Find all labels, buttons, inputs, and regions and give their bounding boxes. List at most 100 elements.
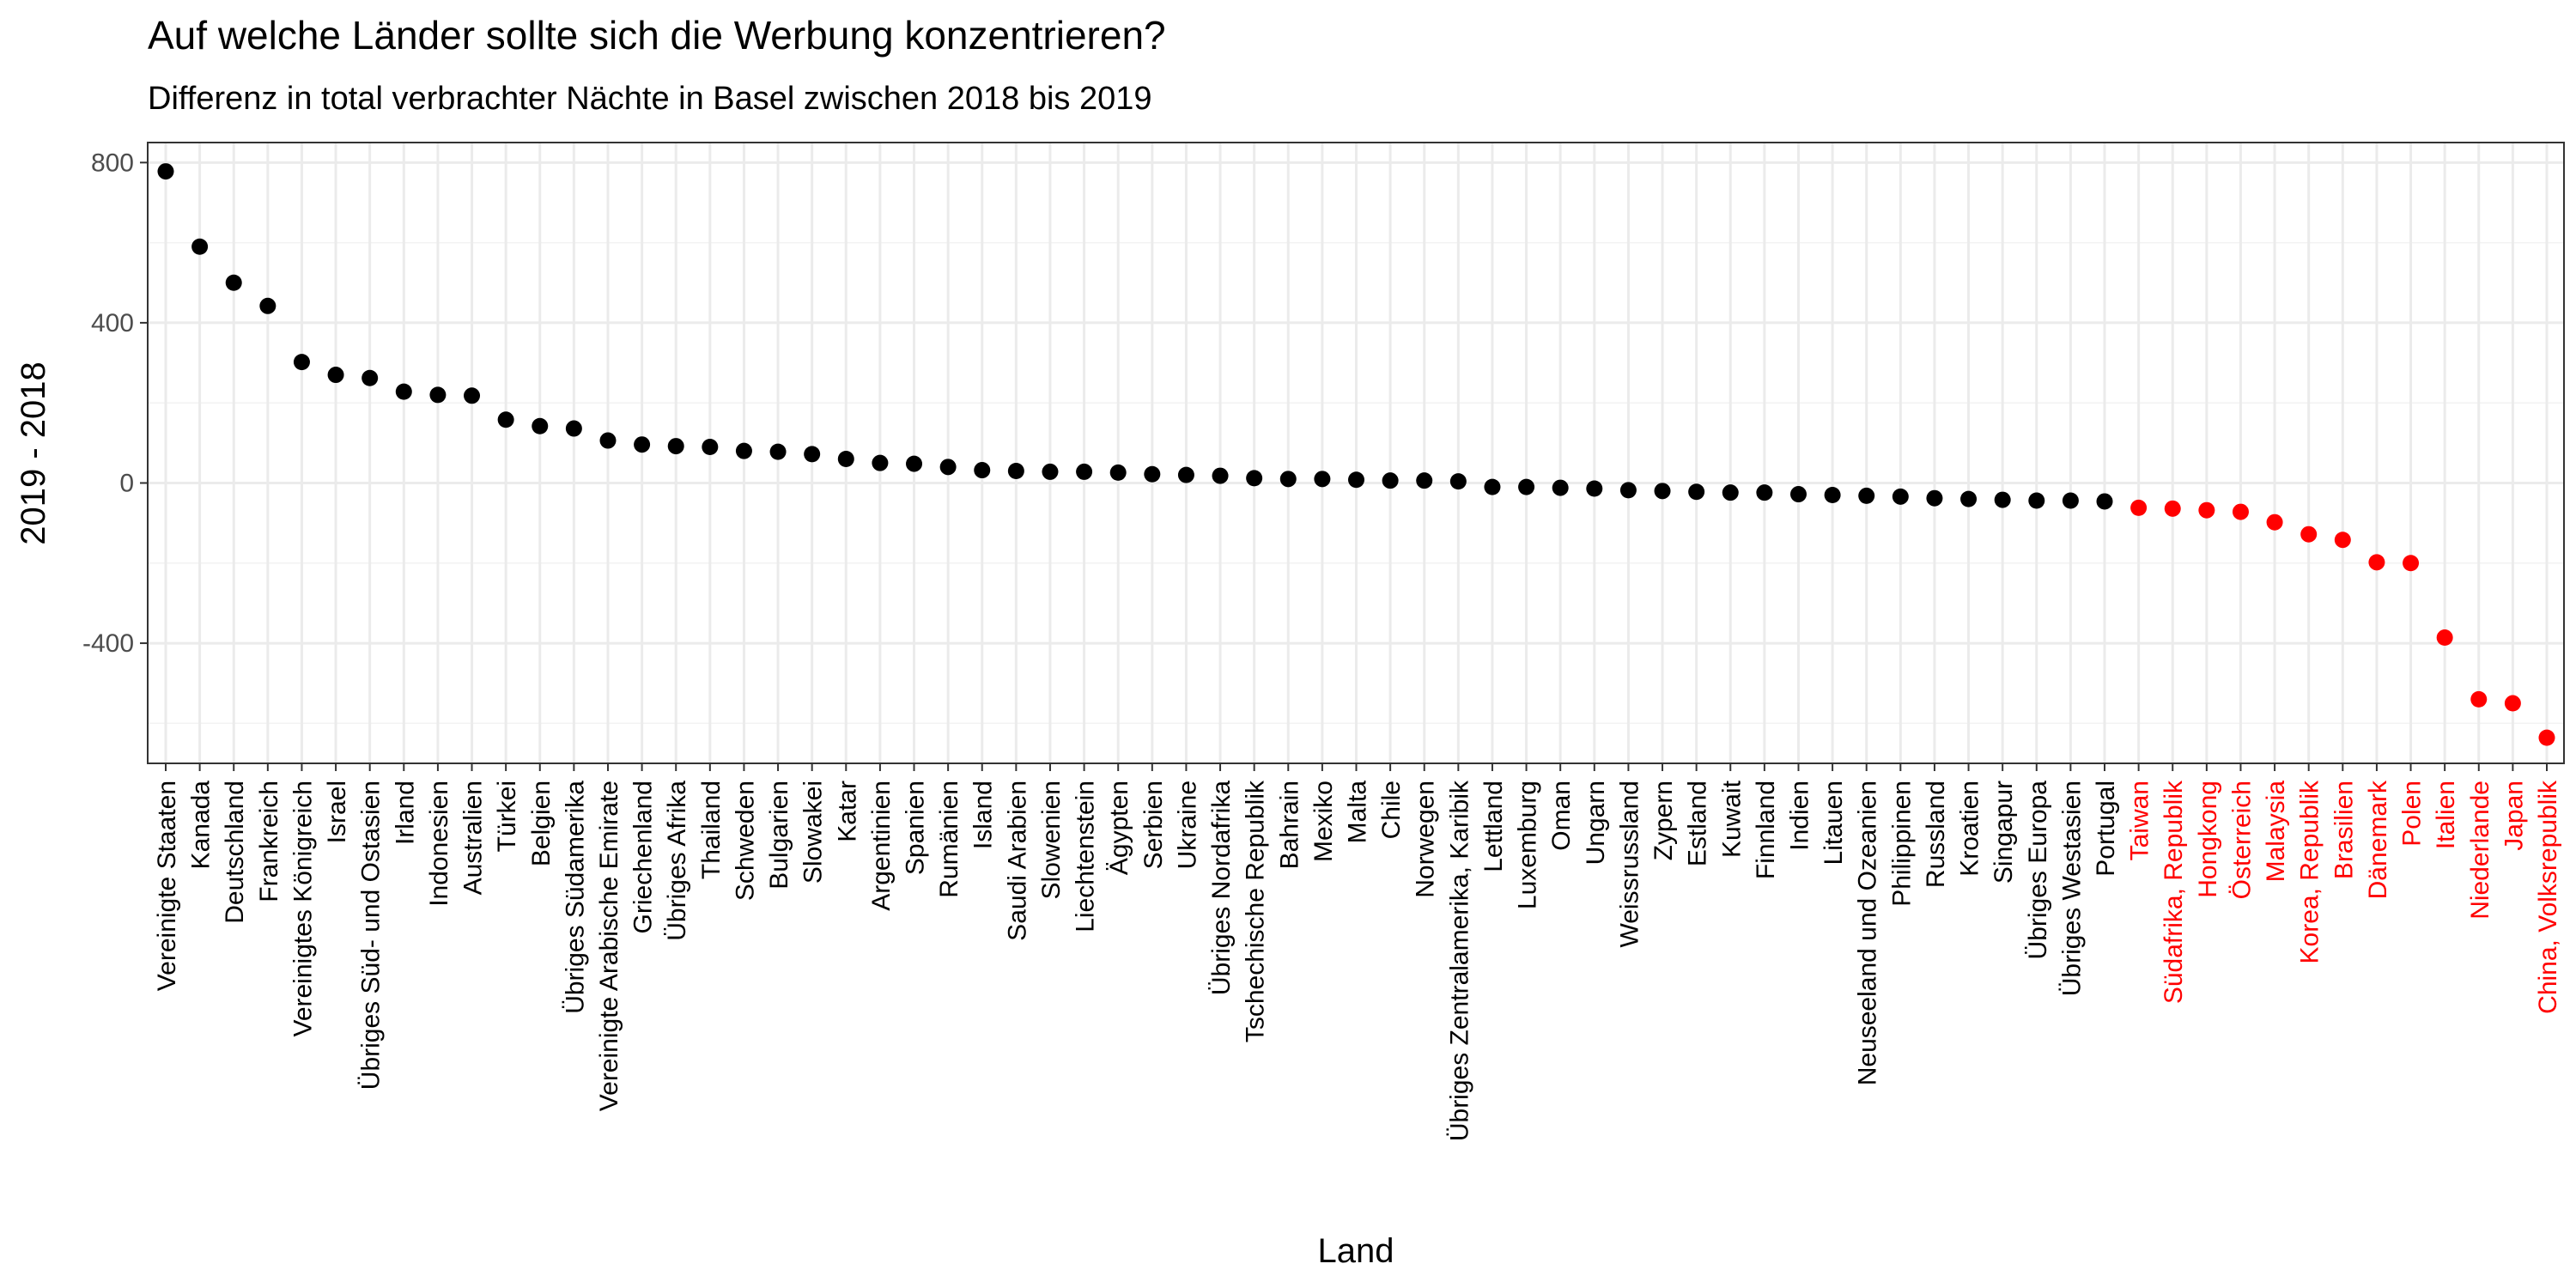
data-point bbox=[191, 238, 209, 255]
x-tick-label: Russland bbox=[1922, 781, 1950, 888]
x-tick-label: Übriges Südamerika bbox=[561, 781, 589, 1014]
x-tick-label: Taiwan bbox=[2126, 781, 2154, 860]
x-tick-label: Neuseeland und Ozeanien bbox=[1854, 781, 1882, 1085]
x-tick-label: Übriges Zentralamerika, Karibik bbox=[1445, 780, 1473, 1141]
x-tick-label: Argentinien bbox=[867, 781, 896, 911]
data-point bbox=[259, 297, 276, 314]
data-point bbox=[735, 442, 752, 459]
data-point bbox=[1756, 484, 1773, 501]
data-point bbox=[1518, 478, 1535, 495]
data-point bbox=[565, 420, 582, 437]
data-point bbox=[1382, 472, 1399, 489]
x-tick-label: Indonesien bbox=[425, 781, 453, 907]
data-point bbox=[497, 411, 514, 428]
x-tick-label: Oman bbox=[1547, 781, 1576, 851]
data-point bbox=[1314, 471, 1331, 488]
data-point bbox=[429, 386, 447, 404]
x-tick-label: Korea, Republik bbox=[2296, 780, 2324, 963]
data-point-highlight bbox=[2198, 501, 2215, 519]
data-point bbox=[1926, 489, 1943, 507]
x-tick-label: Frankreich bbox=[255, 781, 283, 902]
data-point bbox=[157, 163, 174, 180]
x-tick-label: Israel bbox=[323, 781, 351, 843]
data-point bbox=[2028, 492, 2045, 509]
x-tick-label: Katar bbox=[833, 781, 861, 842]
data-point-highlight bbox=[2504, 695, 2521, 712]
data-point-highlight bbox=[2300, 526, 2318, 543]
x-tick-label: Vereinigte Arabische Emirate bbox=[595, 781, 623, 1111]
data-point-highlight bbox=[2130, 499, 2148, 516]
data-point bbox=[1007, 462, 1024, 479]
x-tick-label: Vereinigtes Königreich bbox=[289, 781, 317, 1037]
x-tick-label: Japan bbox=[2500, 781, 2528, 851]
chart-title: Auf welche Länder sollte sich die Werbun… bbox=[148, 13, 1166, 58]
data-point bbox=[1824, 486, 1841, 503]
data-point bbox=[1619, 482, 1637, 499]
data-point bbox=[1789, 486, 1807, 503]
data-point bbox=[1416, 472, 1433, 489]
data-point bbox=[1552, 479, 1569, 496]
y-tick-label: 0 bbox=[119, 469, 134, 497]
x-tick-label: Spanien bbox=[902, 781, 930, 875]
data-point bbox=[1484, 478, 1501, 495]
data-point bbox=[1994, 491, 2011, 508]
data-point bbox=[293, 354, 310, 371]
data-point bbox=[1076, 463, 1093, 480]
data-point bbox=[1960, 490, 1978, 507]
data-point bbox=[1654, 483, 1671, 500]
data-point bbox=[599, 432, 617, 449]
data-point bbox=[1212, 467, 1229, 484]
data-point bbox=[804, 446, 821, 463]
x-tick-label: Ukraine bbox=[1173, 781, 1201, 869]
x-tick-label: Polen bbox=[2398, 781, 2427, 847]
x-tick-label: Malaysia bbox=[2262, 781, 2290, 883]
x-axis-ticks: Vereinigte Staaten Kanada Deutschland Frank… bbox=[153, 763, 2562, 1141]
data-point-highlight bbox=[2266, 513, 2283, 531]
data-point bbox=[1279, 471, 1297, 488]
x-tick-label: Saudi Arabien bbox=[1003, 781, 1031, 941]
x-tick-label: Chile bbox=[1377, 781, 1406, 839]
x-tick-label: Australien bbox=[459, 781, 488, 895]
x-tick-label: Rumänien bbox=[935, 781, 963, 898]
x-tick-label: Irland bbox=[391, 781, 419, 845]
data-point-highlight bbox=[2538, 729, 2555, 746]
x-tick-label: China, Volksrepublik bbox=[2534, 780, 2562, 1014]
x-tick-label: Singapur bbox=[1990, 781, 2018, 884]
data-point-highlight bbox=[2334, 532, 2351, 549]
y-axis-ticks: -400 0 400 800 bbox=[82, 149, 148, 658]
x-tick-label: Thailand bbox=[697, 781, 726, 879]
x-tick-label: Niederlande bbox=[2466, 781, 2494, 920]
y-axis-title: 2019 - 2018 bbox=[15, 361, 52, 545]
x-tick-label: Bulgarien bbox=[765, 781, 793, 890]
x-tick-label: Kroatien bbox=[1956, 781, 1984, 877]
x-tick-label: Serbien bbox=[1139, 781, 1168, 869]
y-tick-label: 800 bbox=[91, 149, 134, 177]
chart-subtitle: Differenz in total verbrachter Nächte in… bbox=[148, 81, 1152, 117]
x-tick-label: Liechtenstein bbox=[1072, 781, 1100, 933]
x-tick-label: Hongkong bbox=[2194, 781, 2222, 898]
major-gridlines bbox=[148, 143, 2564, 763]
data-point bbox=[395, 383, 412, 400]
data-point bbox=[702, 439, 719, 456]
data-point bbox=[361, 369, 379, 386]
x-tick-label: Litauen bbox=[1820, 781, 1848, 865]
x-tick-label: Übriges Europa bbox=[2024, 781, 2052, 960]
x-tick-label: Belgien bbox=[527, 781, 556, 866]
data-point bbox=[1348, 471, 1364, 489]
x-tick-label: Deutschland bbox=[221, 781, 249, 924]
x-tick-label: Bahrain bbox=[1275, 781, 1303, 869]
x-tick-label: Portugal bbox=[2092, 781, 2120, 877]
data-point-highlight bbox=[2232, 503, 2249, 520]
data-point bbox=[1449, 473, 1467, 490]
x-tick-label: Brasilien bbox=[2330, 781, 2358, 879]
data-point bbox=[906, 455, 923, 472]
x-tick-label: Lettland bbox=[1479, 781, 1508, 872]
x-tick-label: Weissrussland bbox=[1615, 781, 1643, 948]
x-tick-label: Vereinigte Staaten bbox=[153, 781, 181, 991]
x-tick-label: Dänemark bbox=[2364, 780, 2392, 899]
x-tick-label: Italien bbox=[2432, 781, 2460, 849]
x-tick-label: Übriges Nordafrika bbox=[1207, 781, 1236, 995]
data-point-highlight bbox=[2403, 555, 2420, 572]
x-axis-title: Land bbox=[1318, 1232, 1394, 1270]
